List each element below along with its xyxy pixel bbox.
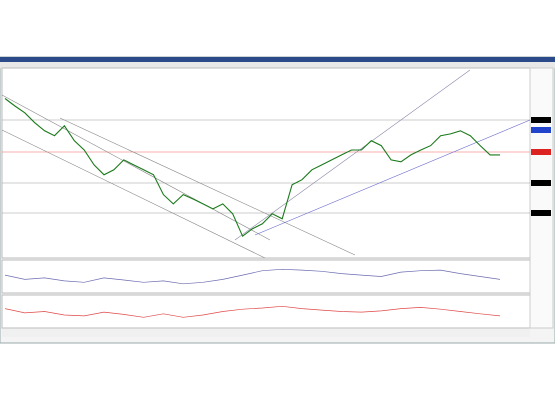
trend-line [254, 119, 531, 236]
price-panel [1, 67, 531, 259]
series-line [4, 98, 500, 238]
price-tag [531, 149, 551, 155]
drawings [1, 69, 531, 259]
title-bar [0, 57, 555, 62]
price-axis [529, 67, 554, 329]
channel-line [1, 129, 266, 259]
channel-line [59, 117, 356, 256]
price-tag [531, 127, 551, 133]
series-line [4, 268, 501, 285]
channel-line [1, 94, 271, 241]
indicator-panel [1, 294, 531, 329]
price-tag [531, 210, 551, 216]
channel-line [234, 69, 471, 241]
price-tag [531, 117, 551, 123]
indicator-panel [1, 259, 531, 294]
price-tag [531, 180, 551, 186]
series-line [4, 305, 501, 318]
toolbar[interactable] [0, 62, 555, 68]
date-axis [2, 329, 530, 337]
